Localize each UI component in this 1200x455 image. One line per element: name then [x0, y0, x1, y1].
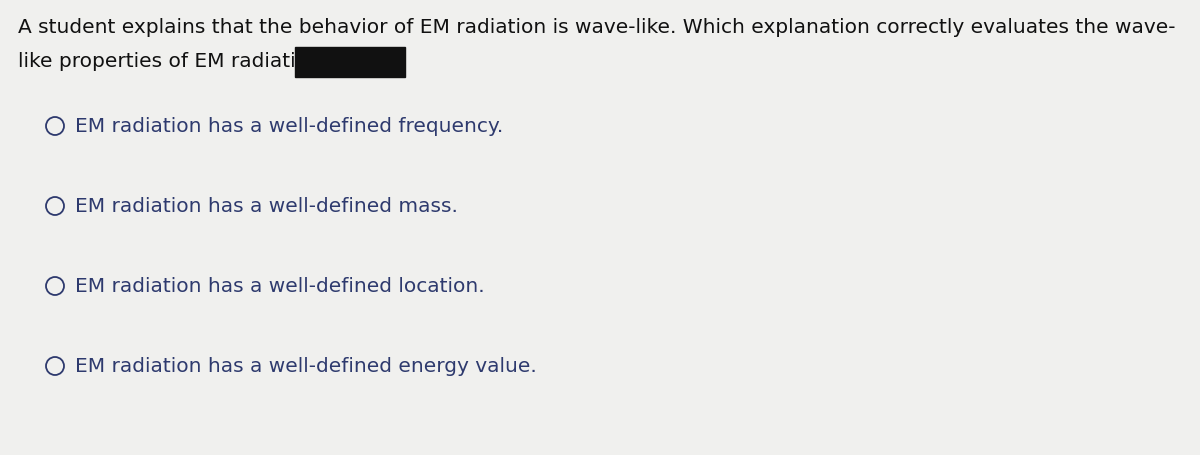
Text: EM radiation has a well-defined energy value.: EM radiation has a well-defined energy v… [76, 357, 536, 376]
Text: like properties of EM radiation?: like properties of EM radiation? [18, 52, 331, 71]
Text: EM radiation has a well-defined frequency.: EM radiation has a well-defined frequenc… [76, 117, 503, 136]
Text: EM radiation has a well-defined mass.: EM radiation has a well-defined mass. [76, 197, 458, 216]
Text: EM radiation has a well-defined location.: EM radiation has a well-defined location… [76, 277, 485, 296]
Bar [295, 48, 406, 78]
Text: A student explains that the behavior of EM radiation is wave-like. Which explana: A student explains that the behavior of … [18, 18, 1176, 37]
